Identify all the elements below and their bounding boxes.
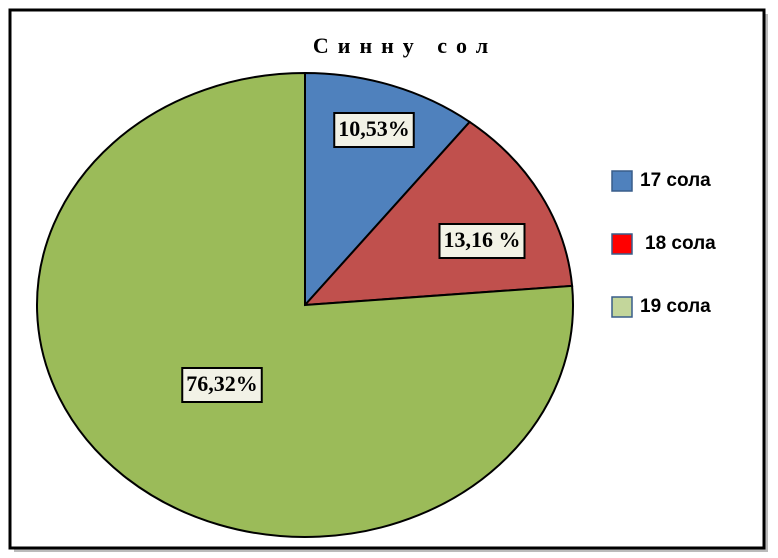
pie-slice xyxy=(36,71,574,538)
data-label: 10,53% xyxy=(338,116,410,141)
legend-swatch xyxy=(611,170,633,192)
chart-title: Синну сол xyxy=(313,33,497,58)
data-label-box xyxy=(181,367,263,403)
data-label-box xyxy=(333,112,415,148)
legend-swatch xyxy=(611,233,633,255)
data-label-box xyxy=(438,223,526,259)
legend-label: 18 сола xyxy=(645,233,716,254)
data-label: 76,32% xyxy=(186,371,258,396)
legend-swatch xyxy=(611,296,633,318)
pie-slice xyxy=(302,120,574,307)
legend-label: 17 сола xyxy=(640,170,711,191)
legend-label: 19 сола xyxy=(640,296,711,317)
data-label: 13,16 % xyxy=(444,227,521,252)
